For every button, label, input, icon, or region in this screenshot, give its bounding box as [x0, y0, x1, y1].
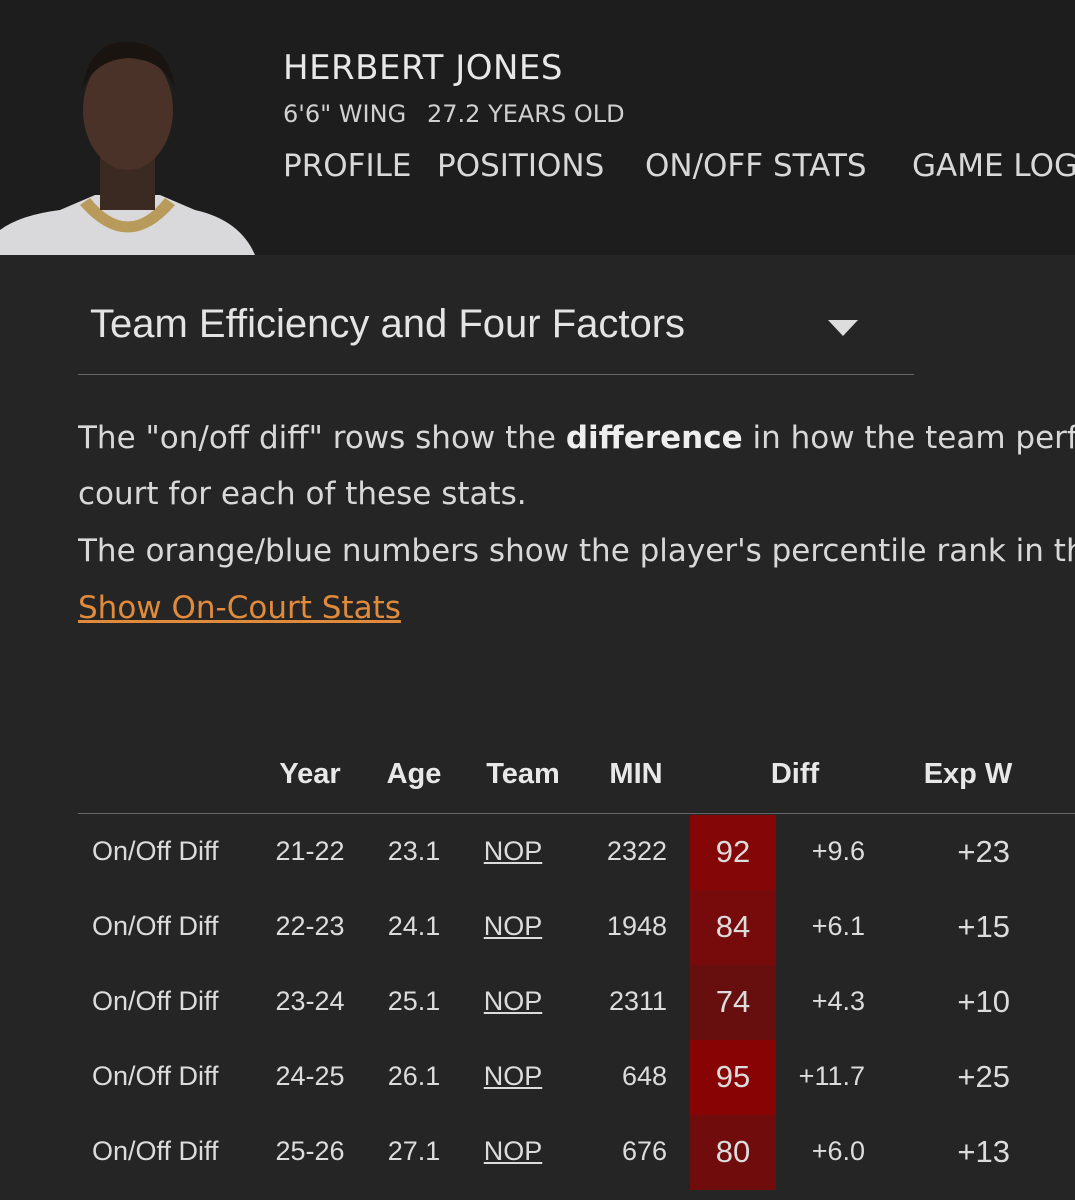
player-name: HERBERT JONES	[283, 48, 563, 88]
row-label: On/Off Diff	[92, 1136, 219, 1166]
column-header: Diff	[770, 758, 820, 790]
row-label: On/Off Diff	[92, 836, 219, 866]
nav-tab[interactable]: POSITIONS	[437, 148, 605, 184]
percentile-cell	[690, 1040, 776, 1115]
year: 23-24	[275, 986, 345, 1016]
team-link[interactable]: NOP	[483, 836, 543, 866]
selector-underline	[78, 374, 914, 375]
dropdown-caret[interactable]	[828, 320, 858, 338]
minutes: 648	[621, 1061, 667, 1091]
percentile: 95	[715, 1059, 751, 1094]
column-header: Age	[386, 758, 442, 790]
show-on-court-link[interactable]: Show On-Court Stats	[78, 590, 401, 626]
player-meta: 6'6" WING	[283, 100, 407, 128]
percentile: 74	[715, 984, 751, 1019]
column-header: Team	[486, 758, 560, 790]
text: in how the team performs	[752, 420, 1075, 456]
nav-tab[interactable]: GAME LOG	[912, 148, 1075, 184]
row-label: On/Off Diff	[92, 986, 219, 1016]
percentile-cell	[690, 1115, 776, 1190]
age: 25.1	[387, 986, 441, 1016]
column-header: Year	[279, 758, 341, 790]
diff: +6.1	[811, 911, 865, 941]
expected-wins: +23	[957, 834, 1010, 869]
description: The orange/blue numbers show the player'…	[78, 533, 1075, 569]
text: difference	[565, 420, 743, 456]
expected-wins: +10	[957, 984, 1010, 1019]
percentile-cell	[690, 965, 776, 1040]
minutes: 676	[621, 1136, 667, 1166]
team-link[interactable]: NOP	[483, 911, 543, 941]
age: 27.1	[387, 1136, 441, 1166]
minutes: 2311	[608, 986, 667, 1016]
row-label: On/Off Diff	[92, 911, 219, 941]
minutes: 1948	[606, 911, 667, 941]
age: 24.1	[387, 911, 441, 941]
percentile: 84	[715, 909, 751, 944]
team-link[interactable]: NOP	[483, 986, 543, 1016]
percentile: 92	[715, 834, 751, 869]
expected-wins: +25	[957, 1059, 1010, 1094]
description: court for each of these stats.	[78, 476, 527, 512]
player-meta: 27.2 YEARS OLD	[427, 100, 625, 128]
stat-selector[interactable]: Team Efficiency and Four Factors	[90, 302, 686, 346]
age: 23.1	[387, 836, 441, 866]
age: 26.1	[387, 1061, 441, 1091]
year: 24-25	[275, 1061, 345, 1091]
column-header: MIN	[609, 758, 663, 790]
text: The "on/off diff" rows show the	[78, 420, 566, 456]
diff: +9.6	[811, 836, 865, 866]
column-header: Exp W	[923, 758, 1013, 790]
row-label: On/Off Diff	[92, 1061, 219, 1091]
description: The "on/off diff" rows show the differen…	[78, 420, 1075, 456]
team-link[interactable]: NOP	[483, 1061, 543, 1091]
nav-tab[interactable]: PROFILE	[283, 148, 412, 184]
player-photo	[0, 41, 255, 255]
diff: +4.3	[811, 986, 865, 1016]
expected-wins: +15	[957, 909, 1010, 944]
team-link[interactable]: NOP	[483, 1136, 543, 1166]
percentile-cell	[690, 815, 776, 890]
year: 25-26	[275, 1136, 345, 1166]
percentile: 80	[715, 1134, 751, 1169]
header-rule	[78, 813, 1075, 814]
diff: +6.0	[811, 1136, 865, 1166]
year: 21-22	[275, 836, 345, 866]
year: 22-23	[275, 911, 345, 941]
percentile-cell	[690, 890, 776, 965]
minutes: 2322	[606, 836, 667, 866]
nav-tab[interactable]: ON/OFF STATS	[645, 148, 867, 184]
player-header: HERBERT JONES 6'6" WING 27.2 YEARS OLD P…	[0, 0, 1075, 255]
diff: +11.7	[798, 1061, 865, 1091]
expected-wins: +13	[957, 1134, 1010, 1169]
